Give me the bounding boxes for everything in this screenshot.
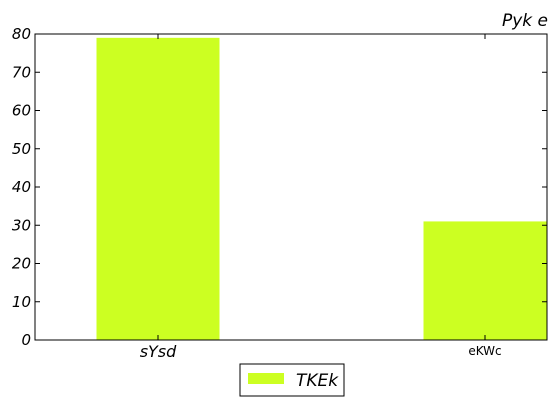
y-tick-label: 20 — [12, 255, 31, 273]
y-tick-label: 40 — [12, 178, 31, 196]
y-tick-label: 0 — [21, 331, 31, 349]
legend-label: TKEk — [296, 371, 339, 391]
y-tick-label: 80 — [12, 25, 31, 43]
y-tick-label: 70 — [12, 63, 31, 81]
bars-group — [96, 37, 547, 340]
y-tick-label: 60 — [12, 102, 31, 120]
x-tick-label: sYsd — [140, 342, 177, 361]
bar-eKWc — [423, 221, 547, 340]
legend: TKEk — [239, 363, 345, 397]
axes-group: 0 10 20 30 40 50 60 70 80 sYsd eKWc — [12, 25, 548, 361]
bar-sYsd — [96, 37, 220, 340]
chart-title: Pyk e — [502, 11, 548, 31]
x-tick-label: eKWc — [468, 344, 501, 358]
y-tick-label: 50 — [12, 140, 31, 158]
y-tick-label: 10 — [12, 293, 31, 311]
y-tick-label: 30 — [12, 216, 31, 234]
legend-swatch — [248, 373, 284, 384]
